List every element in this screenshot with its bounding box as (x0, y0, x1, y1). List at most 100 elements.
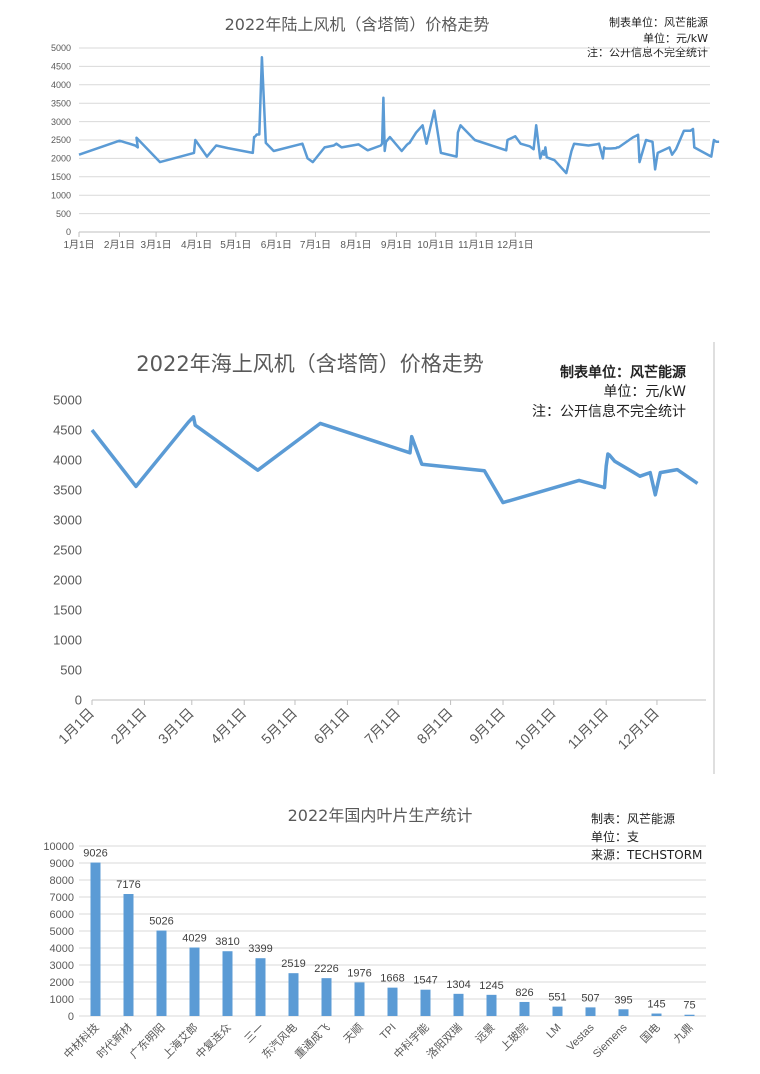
bar (354, 982, 365, 1016)
category-label: Siemens (591, 1021, 630, 1060)
bar (684, 1014, 695, 1016)
y-tick-label: 4500 (51, 62, 71, 72)
y-tick-label: 1500 (53, 603, 82, 618)
y-tick-label: 10000 (43, 841, 74, 853)
x-tick-label: 8月1日 (414, 705, 456, 747)
category-label: 上海艾郎 (160, 1020, 201, 1061)
x-tick-label: 11月1日 (564, 705, 611, 752)
offshore-title: 2022年海上风机（含塔筒）价格走势 (136, 352, 483, 376)
offshore-note-disclaimer: 注：公开信息不完全统计 (532, 403, 686, 420)
y-tick-label: 2000 (51, 154, 71, 164)
bar (618, 1009, 629, 1016)
bar-value-label: 7176 (116, 879, 140, 891)
bar-value-label: 1976 (347, 967, 371, 979)
y-tick-label: 4000 (53, 453, 82, 468)
x-tick-label: 12月1日 (497, 239, 534, 251)
onshore-gridlines (78, 47, 710, 237)
y-tick-label: 2000 (53, 573, 82, 588)
y-tick-label: 3000 (51, 117, 71, 127)
y-tick-label: 4000 (50, 943, 74, 955)
blade-gridlines (79, 845, 706, 1017)
category-label: 三一 (243, 1022, 267, 1046)
y-tick-label: 1000 (53, 633, 82, 648)
bar-value-label: 1668 (380, 973, 404, 985)
y-tick-label: 5000 (51, 43, 71, 53)
category-label: 九鼎 (671, 1021, 696, 1046)
bar-value-label: 395 (614, 994, 632, 1006)
x-tick-label: 1月1日 (63, 239, 94, 251)
x-tick-label: 5月1日 (258, 705, 300, 747)
y-tick-label: 8000 (50, 875, 74, 887)
bar (585, 1007, 596, 1016)
y-tick-label: 6000 (50, 909, 74, 921)
bar (519, 1001, 530, 1016)
category-label: 国电 (638, 1021, 663, 1046)
y-tick-label: 7000 (50, 892, 74, 904)
blade-note-maker: 制表：风芒能源 (591, 811, 675, 826)
category-label: 中科宇能 (391, 1020, 432, 1061)
bar (189, 947, 200, 1016)
onshore-chart: 2022年陆上风机（含塔筒）价格走势 制表单位：风芒能源 单位：元/kW 注：公… (51, 15, 720, 251)
onshore-y-ticks: 0 500 1000 1500 2000 2500 3000 3500 4000 4500 5000 (51, 43, 71, 237)
onshore-note-disclaimer: 注：公开信息不完全统计 (587, 45, 708, 59)
bar-value-label: 145 (647, 999, 665, 1011)
onshore-note-maker: 制表单位：风芒能源 (609, 15, 708, 29)
bar (552, 1006, 563, 1016)
blade-y-ticks: 0 1000 2000 3000 4000 5000 6000 7000 8000 9000 100… (43, 841, 74, 1023)
category-label: 时代新材 (94, 1020, 135, 1061)
category-label: 上玻院 (497, 1020, 530, 1053)
bar (288, 973, 299, 1016)
x-tick-label: 9月1日 (381, 239, 412, 251)
y-tick-label: 1000 (50, 994, 74, 1006)
x-tick-label: 10月1日 (511, 705, 559, 753)
bar-value-label: 3810 (215, 936, 239, 948)
bar (486, 994, 497, 1016)
x-tick-label: 2月1日 (104, 239, 135, 251)
onshore-note-unit: 单位：元/kW (643, 31, 708, 45)
x-tick-label: 9月1日 (466, 705, 508, 747)
bar (255, 958, 266, 1016)
bar-value-label: 551 (548, 992, 566, 1004)
bar-value-label: 5026 (149, 916, 173, 928)
y-tick-label: 3000 (50, 960, 74, 972)
bar (453, 993, 464, 1016)
bar (651, 1013, 662, 1016)
x-tick-label: 10月1日 (417, 239, 454, 251)
onshore-price-line (78, 55, 720, 175)
x-tick-label: 2月1日 (107, 705, 149, 747)
bar (222, 951, 233, 1016)
bar-value-label: 1304 (446, 979, 470, 991)
blade-chart: 2022年国内叶片生产统计 制表：风芒能源 单位：支 来源：TECHSTORM … (43, 806, 706, 1061)
x-tick-label: 4月1日 (207, 705, 249, 747)
category-label: 天顺 (341, 1021, 366, 1046)
bar-value-label: 9026 (83, 848, 107, 860)
bar-value-label: 4029 (182, 933, 206, 945)
bar-value-label: 826 (515, 987, 533, 999)
category-label: 广东明阳 (127, 1021, 167, 1061)
offshore-chart: 2022年海上风机（含塔筒）价格走势 制表单位：风芒能源 单位：元/kW 注：公… (53, 342, 715, 774)
x-tick-label: 3月1日 (141, 239, 172, 251)
x-tick-label: 11月1日 (458, 239, 494, 251)
bar-value-label: 2519 (281, 958, 305, 970)
x-tick-label: 3月1日 (155, 705, 197, 747)
y-tick-label: 1500 (51, 172, 71, 182)
offshore-note-unit: 单位：元/kW (603, 384, 686, 400)
bar-value-label: 1547 (413, 975, 437, 987)
bar (420, 989, 431, 1016)
bar (123, 894, 134, 1016)
x-tick-label: 6月1日 (261, 239, 292, 251)
y-tick-label: 3500 (53, 483, 82, 498)
onshore-title: 2022年陆上风机（含塔筒）价格走势 (225, 15, 490, 34)
bar-value-label: 75 (683, 1000, 695, 1012)
category-label: LM (544, 1022, 563, 1041)
bar (321, 978, 332, 1016)
blade-title: 2022年国内叶片生产统计 (288, 806, 473, 825)
y-tick-label: 0 (68, 1011, 74, 1023)
y-tick-label: 500 (60, 663, 82, 678)
y-tick-label: 0 (75, 693, 82, 708)
x-tick-label: 8月1日 (340, 239, 371, 251)
bar-value-label: 2226 (314, 963, 338, 975)
y-tick-label: 5000 (50, 926, 74, 938)
y-tick-label: 500 (56, 209, 71, 219)
